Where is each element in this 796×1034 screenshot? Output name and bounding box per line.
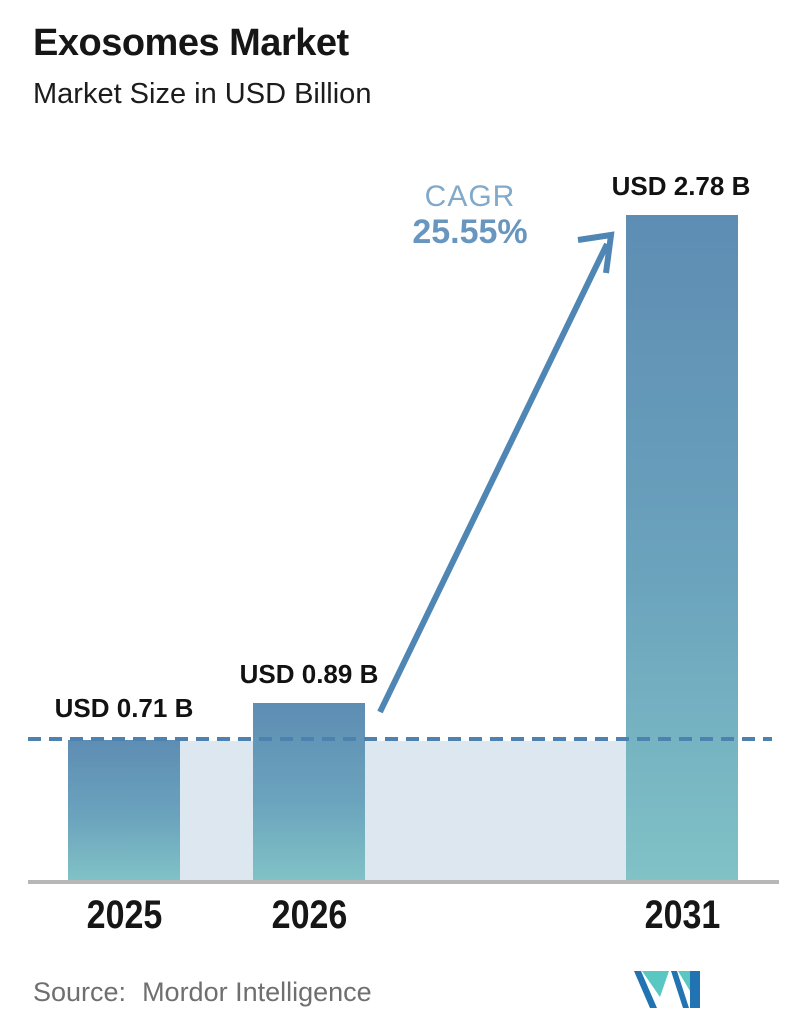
x-tick-2031: 2031 <box>644 893 720 937</box>
cagr-value: 25.55% <box>412 213 528 251</box>
page-subtitle: Market Size in USD Billion <box>33 78 372 110</box>
bar-value-label-2026: USD 0.89 B <box>239 659 379 689</box>
baseline-dashed-line <box>28 737 772 741</box>
x-axis-line <box>28 880 779 884</box>
page-title: Exosomes Market <box>33 22 349 64</box>
cagr-annotation: CAGR 25.55% <box>395 180 545 251</box>
source-label: Source: <box>33 977 127 1007</box>
x-tick-2025: 2025 <box>86 893 162 937</box>
source-name: Mordor Intelligence <box>142 977 372 1007</box>
x-tick-2026: 2026 <box>271 893 347 937</box>
source-attribution: Source: Mordor Intelligence <box>33 975 372 1009</box>
bar-2025 <box>68 740 180 880</box>
cagr-label: CAGR <box>424 180 516 213</box>
bar-value-label-2025: USD 0.71 B <box>54 693 194 723</box>
bar-2026 <box>253 703 365 880</box>
mordor-intelligence-logo <box>634 971 700 1008</box>
growth-arrow-icon <box>377 231 615 714</box>
bar-value-label-2031: USD 2.78 B <box>611 171 751 201</box>
bar-2031 <box>626 215 738 880</box>
